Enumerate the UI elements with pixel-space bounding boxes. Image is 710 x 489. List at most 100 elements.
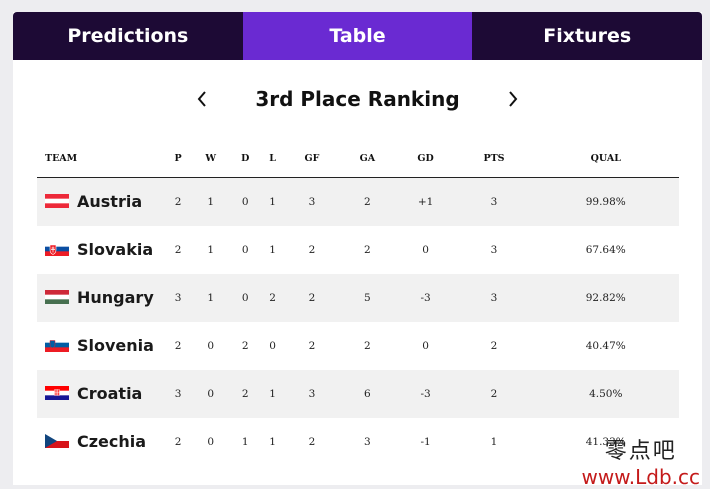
austria-flag-icon: [45, 194, 69, 209]
points-cell: 1: [490, 435, 498, 448]
tab-bar: Predictions Table Fixtures: [13, 12, 702, 60]
tab-fixtures[interactable]: Fixtures: [472, 12, 702, 60]
played-cell: 3: [174, 387, 182, 400]
drawn-cell: 2: [241, 387, 249, 400]
goals-against-cell: 2: [364, 195, 371, 208]
team-name: Slovakia: [77, 240, 154, 259]
ranking-title: 3rd Place Ranking: [255, 87, 460, 111]
won-cell: 1: [207, 291, 214, 304]
won-cell: 0: [207, 387, 214, 400]
qualification-cell: 40.47%: [585, 339, 626, 352]
team-cell: Slovakia: [37, 226, 165, 274]
goals-for-cell: 2: [308, 291, 316, 304]
goals-for-cell: 2: [308, 243, 316, 256]
chevron-left-icon: [197, 91, 206, 107]
column-header-team: TEAM: [37, 140, 165, 178]
drawn-cell: 2: [241, 339, 249, 352]
croatia-flag-icon: [45, 386, 69, 400]
hungary-flag-icon: [45, 290, 69, 304]
table-row[interactable]: Czechia 2 0 1 1 2 3 -1 1 41.33%: [37, 418, 679, 466]
won-cell: 0: [207, 435, 214, 448]
ranking-table: TEAM P W D L GF GA GD PTS QUAL Austria 2: [37, 140, 679, 466]
tab-predictions[interactable]: Predictions: [13, 12, 243, 60]
team-cell: Slovenia: [37, 322, 165, 370]
drawn-cell: 0: [241, 243, 249, 256]
qualification-cell: 67.64%: [585, 243, 626, 256]
points-cell: 2: [490, 339, 498, 352]
drawn-cell: 0: [241, 195, 249, 208]
column-header-qualification: QUAL: [532, 140, 679, 178]
team-cell: Hungary: [37, 274, 165, 322]
points-cell: 2: [490, 387, 498, 400]
next-ranking-button[interactable]: [500, 86, 526, 112]
won-cell: 1: [207, 195, 214, 208]
lost-cell: 1: [269, 243, 276, 256]
drawn-cell: 1: [241, 435, 249, 448]
goals-against-cell: 5: [364, 291, 371, 304]
table-row[interactable]: Austria 2 1 0 1 3 2 +1 3 99.98%: [37, 177, 679, 226]
played-cell: 2: [174, 195, 182, 208]
table-row[interactable]: Slovakia 2 1 0 1 2 2 0 3 67.64%: [37, 226, 679, 274]
previous-ranking-button[interactable]: [189, 86, 215, 112]
column-header-points: PTS: [455, 140, 533, 178]
table-row[interactable]: Croatia 3 0 2 1 3 6 -3 2 4.50%: [37, 369, 679, 418]
chevron-right-icon: [509, 91, 518, 107]
points-cell: 3: [490, 243, 498, 256]
goals-against-cell: 6: [364, 387, 371, 400]
column-header-goals-against: GA: [339, 140, 396, 178]
won-cell: 1: [207, 243, 214, 256]
goals-against-cell: 2: [364, 339, 371, 352]
goals-for-cell: 2: [308, 435, 316, 448]
points-cell: 3: [490, 291, 498, 304]
goal-difference-cell: -3: [420, 387, 431, 400]
table-row[interactable]: Hungary 3 1 0 2 2 5 -3 3 92.82%: [37, 273, 679, 322]
team-name: Hungary: [77, 288, 154, 307]
slovenia-flag-icon: [45, 338, 69, 352]
qualification-cell: 4.50%: [589, 387, 623, 400]
lost-cell: 1: [269, 387, 276, 400]
team-name: Croatia: [77, 384, 143, 403]
qualification-cell: 92.82%: [585, 291, 626, 304]
watermark-url: www.Ldb.cc: [581, 465, 700, 489]
team-name: Czechia: [77, 432, 147, 451]
watermark-chinese: 零点吧: [604, 439, 677, 464]
lost-cell: 2: [269, 291, 276, 304]
tab-table[interactable]: Table: [242, 12, 473, 60]
goal-difference-cell: +1: [417, 195, 434, 208]
goals-for-cell: 2: [308, 339, 316, 352]
standings-card: Predictions Table Fixtures 3rd Place Ran…: [13, 12, 702, 485]
goal-difference-cell: 0: [422, 339, 429, 352]
slovakia-flag-icon: [45, 242, 69, 256]
goal-difference-cell: 0: [422, 243, 429, 256]
goal-difference-cell: -3: [420, 291, 431, 304]
column-header-played: P: [165, 140, 192, 178]
lost-cell: 1: [269, 195, 276, 208]
column-header-won: W: [191, 140, 231, 178]
team-name: Slovenia: [77, 336, 154, 355]
table-header-row: TEAM P W D L GF GA GD PTS QUAL: [37, 140, 679, 178]
points-cell: 3: [490, 195, 498, 208]
played-cell: 2: [174, 243, 182, 256]
czechia-flag-icon: [45, 434, 69, 448]
goals-against-cell: 3: [364, 435, 371, 448]
team-name: Austria: [77, 192, 143, 212]
played-cell: 2: [174, 339, 182, 352]
watermark: 零点吧 www.Ldb.cc: [582, 433, 700, 489]
team-cell: Austria: [37, 178, 165, 226]
qualification-cell: 99.98%: [585, 195, 626, 208]
team-cell: Czechia: [37, 418, 165, 466]
column-header-drawn: D: [230, 140, 261, 178]
played-cell: 2: [174, 435, 182, 448]
team-cell: Croatia: [37, 370, 165, 418]
drawn-cell: 0: [241, 291, 249, 304]
qualification-cell: 41.33%: [585, 435, 626, 448]
table-row[interactable]: Slovenia 2 0 2 0 2 2 0 2 40.47%: [37, 322, 679, 370]
lost-cell: 1: [269, 435, 276, 448]
column-header-lost: L: [260, 140, 285, 178]
goals-for-cell: 3: [308, 387, 316, 400]
won-cell: 0: [207, 339, 214, 352]
ranking-header: 3rd Place Ranking: [13, 84, 702, 114]
goals-against-cell: 2: [364, 243, 371, 256]
column-header-goals-for: GF: [284, 140, 340, 178]
played-cell: 3: [174, 291, 182, 304]
